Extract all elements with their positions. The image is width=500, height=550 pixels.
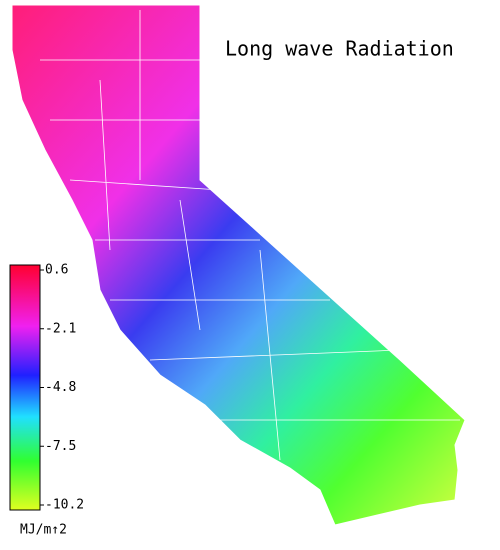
colorbar-tick-label: -7.5	[45, 439, 76, 454]
colorbar-tick-label: -2.1	[45, 321, 76, 336]
county-lines	[40, 10, 460, 461]
map-title: Long wave Radiation	[225, 37, 454, 61]
california	[11, 4, 466, 526]
colorbar-unit: MJ/m↑2	[20, 523, 67, 538]
colorbar-tick-label: 0.6	[45, 263, 68, 278]
colorbar-tick-label: -4.8	[45, 380, 76, 395]
colorbar	[9, 264, 41, 511]
colorbar-tick-label: -10.2	[45, 498, 84, 513]
